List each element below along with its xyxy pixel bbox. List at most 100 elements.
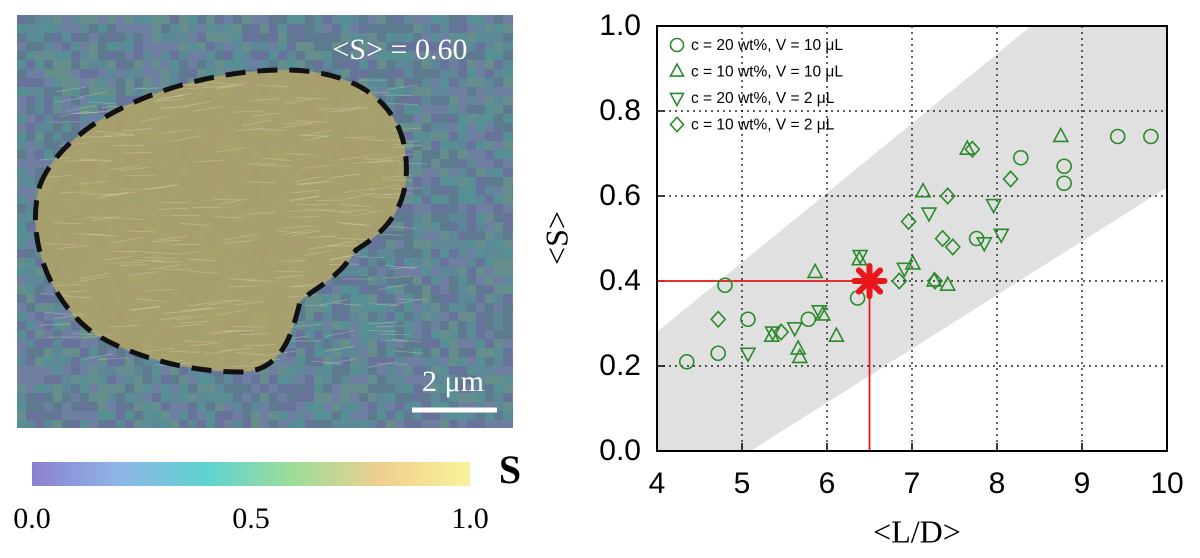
image-texture: [395, 114, 404, 123]
image-texture: [157, 208, 188, 210]
image-texture: [467, 204, 476, 213]
image-texture: [143, 357, 152, 366]
image-texture: [222, 348, 253, 351]
image-texture: [404, 285, 413, 294]
image-texture: [129, 305, 160, 311]
image-texture: [122, 128, 153, 132]
data-point: [985, 198, 1002, 215]
image-texture: [251, 24, 260, 33]
image-texture: [332, 402, 341, 411]
image-texture: [377, 321, 386, 330]
image-texture: [485, 141, 494, 150]
image-texture: [476, 348, 485, 357]
image-texture: [179, 69, 188, 78]
image-texture: [323, 330, 332, 339]
image-texture: [381, 275, 412, 279]
image-texture: [386, 60, 395, 69]
image-texture: [224, 51, 233, 60]
image-texture: [71, 60, 80, 69]
image-texture: [314, 339, 323, 348]
image-texture: [119, 166, 150, 171]
image-texture: [440, 411, 449, 420]
image-texture: [170, 69, 179, 78]
image-texture: [413, 393, 422, 402]
image-texture: [323, 366, 332, 375]
image-texture: [274, 270, 305, 273]
confidence-band: [657, 26, 1167, 451]
image-texture: [512, 60, 513, 69]
image-texture: [512, 321, 513, 330]
image-texture: [98, 384, 107, 393]
image-texture: [125, 420, 134, 428]
image-texture: [494, 204, 503, 213]
image-texture: [372, 196, 403, 199]
image-texture: [26, 186, 35, 195]
data-point: [939, 275, 957, 291]
image-texture: [359, 330, 368, 339]
image-texture: [278, 375, 287, 384]
image-texture: [440, 114, 449, 123]
image-texture: [215, 411, 224, 420]
image-texture: [62, 114, 71, 123]
image-texture: [95, 130, 126, 134]
image-texture: [278, 393, 287, 402]
image-texture: [152, 357, 161, 366]
image-texture: [503, 384, 512, 393]
image-texture: [35, 312, 44, 321]
image-texture: [395, 384, 404, 393]
image-texture: [107, 357, 116, 366]
image-texture: [369, 303, 400, 307]
image-texture: [392, 143, 423, 146]
image-texture: [390, 139, 421, 143]
image-texture: [17, 249, 26, 258]
image-texture: [377, 330, 386, 339]
image-texture: [206, 411, 215, 420]
image-texture: [512, 33, 513, 42]
image-texture: [359, 411, 368, 420]
image-texture: [404, 186, 413, 195]
image-texture: [494, 222, 503, 231]
image-texture: [440, 303, 449, 312]
image-texture: [17, 240, 26, 249]
image-texture: [404, 339, 413, 348]
image-texture: [314, 411, 323, 420]
image-texture: [413, 276, 422, 285]
image-texture: [431, 159, 440, 168]
image-texture: [134, 375, 143, 384]
image-texture: [350, 249, 359, 258]
image-texture: [359, 69, 368, 78]
image-texture: [71, 24, 80, 33]
image-texture: [314, 330, 323, 339]
image-texture: [404, 249, 413, 258]
image-texture: [17, 141, 26, 150]
image-texture: [269, 384, 278, 393]
image-texture: [377, 15, 386, 24]
image-texture: [449, 96, 458, 105]
image-texture: [467, 222, 476, 231]
image-texture: [467, 96, 476, 105]
image-texture: [44, 114, 53, 123]
image-texture: [476, 168, 485, 177]
image-texture: [341, 375, 350, 384]
image-texture: [377, 258, 386, 267]
legend-label: c = 10 wt%, V = 2 μL: [691, 117, 835, 134]
image-texture: [227, 285, 258, 288]
image-texture: [62, 105, 71, 114]
image-texture: [350, 348, 359, 357]
image-texture: [17, 348, 26, 357]
image-texture: [422, 240, 431, 249]
image-texture: [512, 375, 513, 384]
image-texture: [296, 321, 305, 330]
image-texture: [440, 231, 449, 240]
image-texture: [350, 258, 359, 267]
image-texture: [404, 294, 413, 303]
image-texture: [98, 69, 107, 78]
image-texture: [35, 132, 44, 141]
image-texture: [35, 330, 44, 339]
image-texture: [305, 321, 314, 330]
image-texture: [379, 339, 410, 342]
image-texture: [377, 87, 386, 96]
image-texture: [331, 106, 361, 113]
image-texture: [170, 15, 179, 24]
image-texture: [143, 375, 152, 384]
